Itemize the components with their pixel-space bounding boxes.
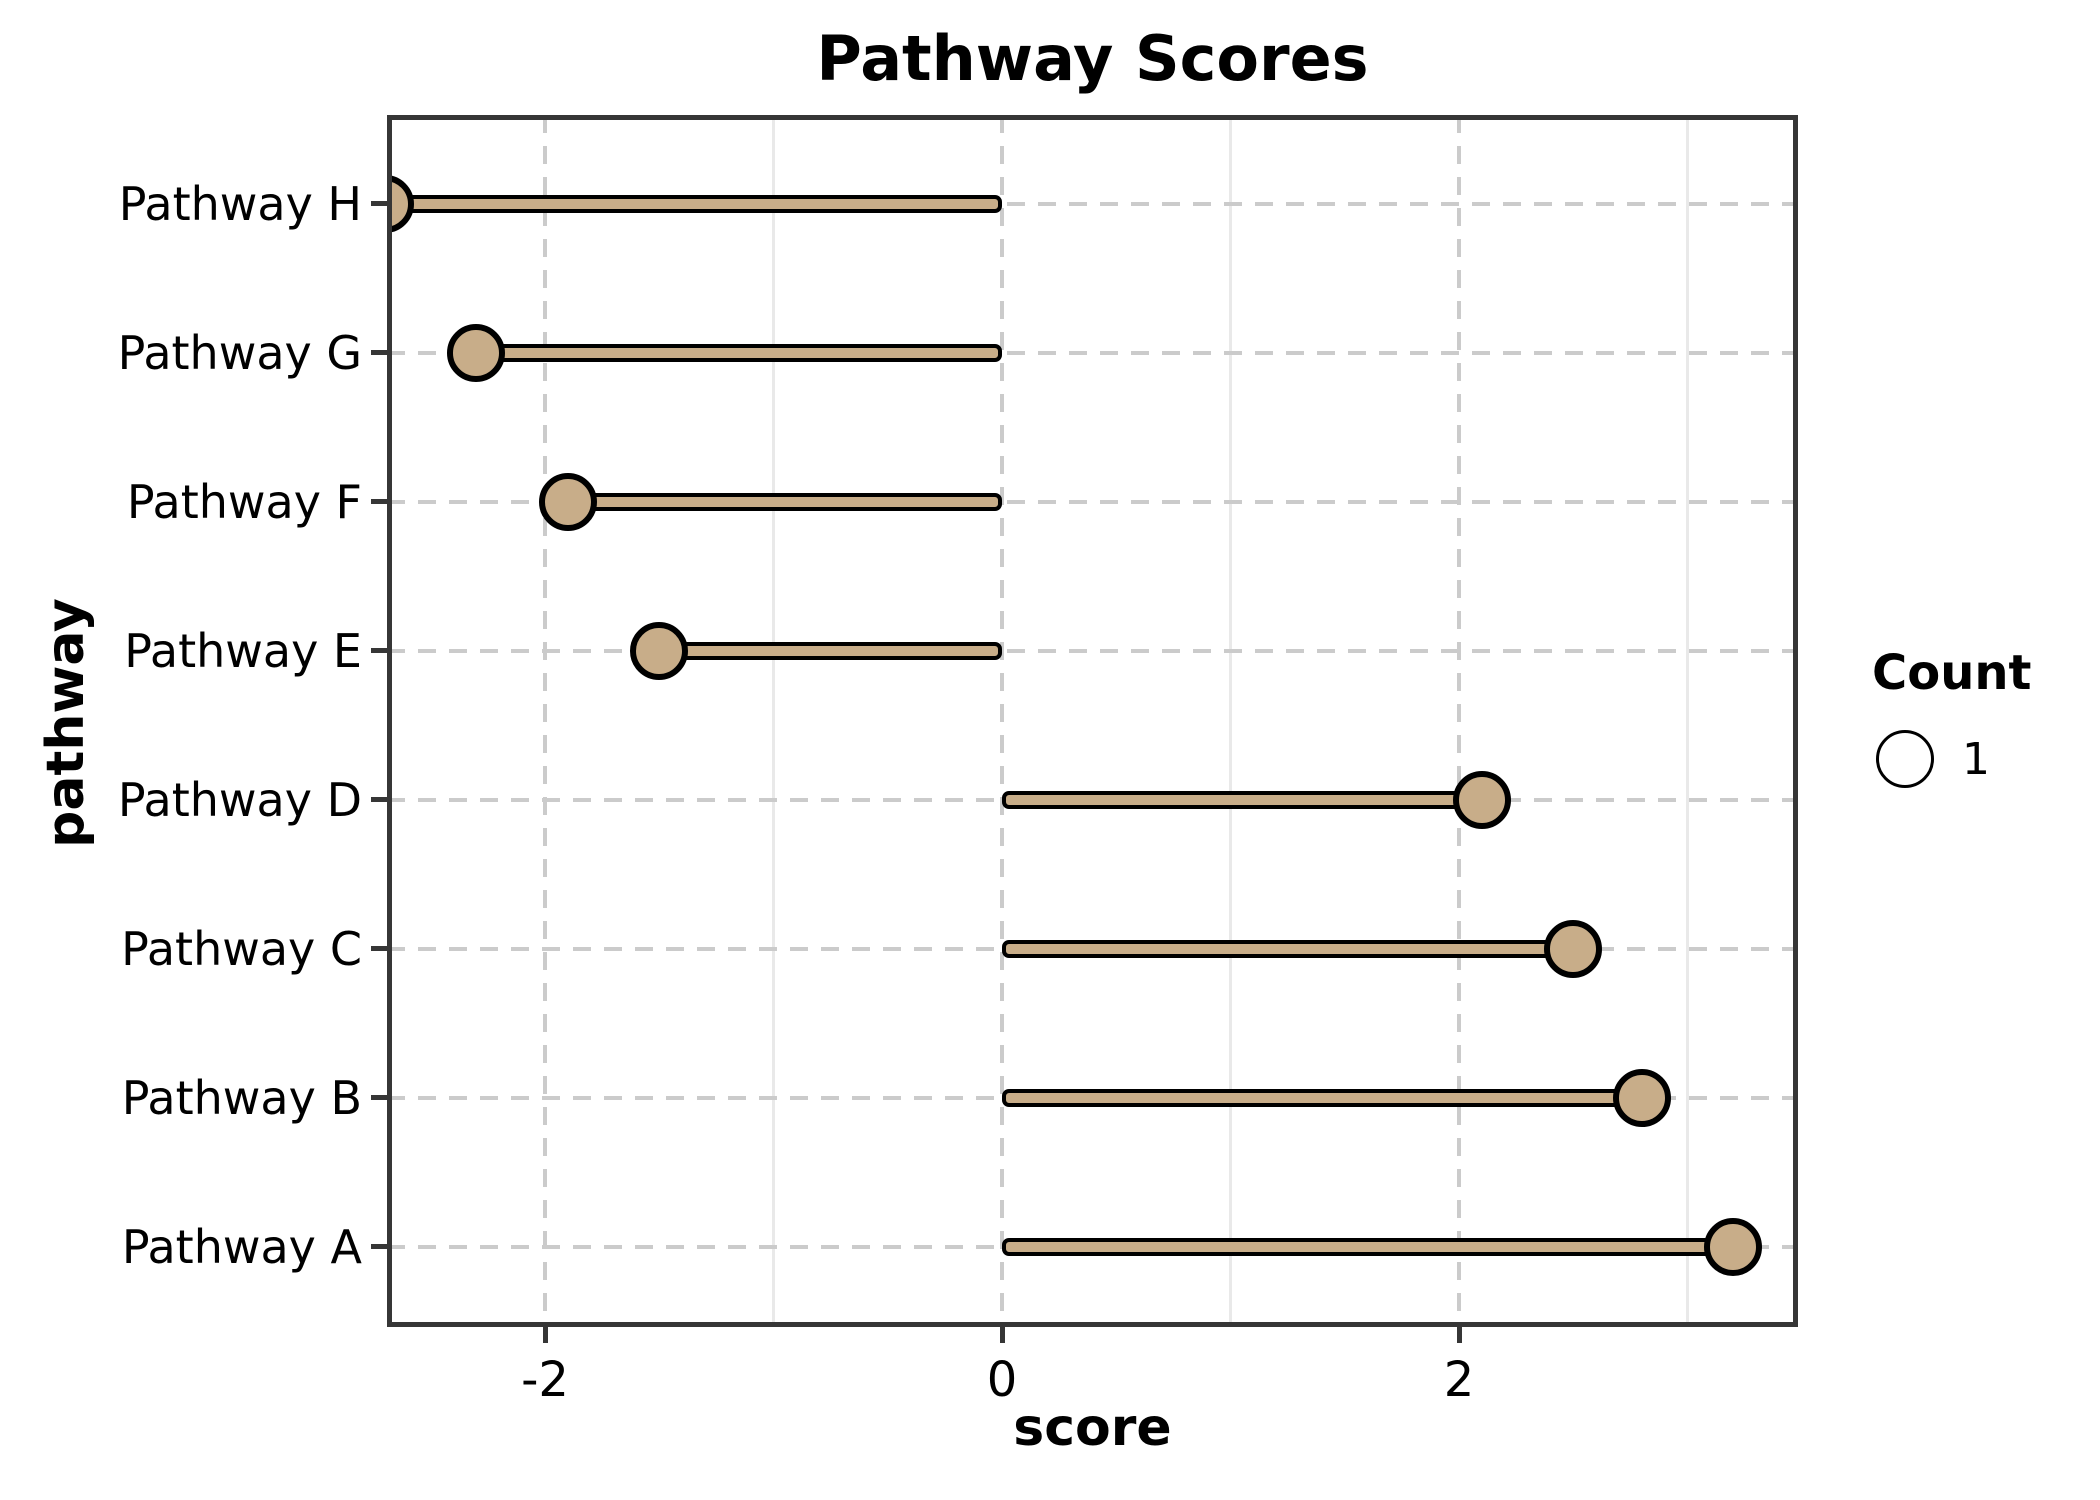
y-tick-label: Pathway B (121, 1070, 362, 1125)
y-tick-mark (371, 797, 387, 802)
y-tick-mark (371, 946, 387, 951)
lollipop-stem (1002, 1088, 1642, 1107)
lollipop-stem (387, 194, 1002, 213)
major-gridline (1457, 115, 1461, 1327)
y-tick-label: Pathway A (121, 1219, 362, 1274)
lollipop-stem (1002, 1237, 1734, 1256)
row-gridline (387, 499, 1798, 504)
row-gridline (387, 648, 1798, 653)
y-tick-label: Pathway D (117, 772, 362, 827)
y-tick-label: Pathway G (117, 325, 362, 380)
lollipop-point (1452, 770, 1511, 829)
x-tick-label: 2 (1443, 1352, 1475, 1408)
lollipop-stem (476, 343, 1002, 362)
x-tick-label: 0 (986, 1352, 1018, 1408)
lollipop-point (1704, 1217, 1763, 1276)
lollipop-stem (1002, 939, 1574, 958)
y-tick-mark (371, 201, 387, 206)
y-tick-mark (371, 648, 387, 653)
row-gridline (387, 201, 1798, 206)
lollipop-stem (567, 492, 1002, 511)
major-gridline (1000, 115, 1004, 1327)
lollipop-point (447, 323, 506, 382)
chart-title: Pathway Scores (816, 22, 1369, 95)
y-tick-mark (371, 350, 387, 355)
minor-gridline (772, 115, 775, 1327)
lollipop-point (538, 472, 597, 531)
lollipop-point (630, 621, 689, 680)
lollipop-point (1544, 919, 1603, 978)
lollipop-point (1612, 1068, 1671, 1127)
open-circle-icon (1876, 730, 1934, 788)
y-tick-label: Pathway H (118, 176, 362, 231)
lollipop-point (387, 174, 415, 233)
minor-gridline (1229, 115, 1232, 1327)
row-gridline (387, 350, 1798, 355)
x-tick-mark (1456, 1327, 1462, 1343)
x-tick-label: -2 (521, 1352, 569, 1408)
x-tick-mark (542, 1327, 548, 1343)
legend: Count 1 (1872, 645, 2032, 788)
y-tick-label: Pathway E (124, 623, 362, 678)
minor-gridline (1686, 115, 1689, 1327)
legend-item-label: 1 (1962, 733, 1990, 785)
y-tick-mark (371, 1095, 387, 1100)
lollipop-stem (659, 641, 1002, 660)
x-tick-mark (999, 1327, 1005, 1343)
y-tick-mark (371, 499, 387, 504)
y-tick-mark (371, 1244, 387, 1249)
y-tick-label: Pathway C (121, 921, 362, 976)
y-axis-label: pathway (36, 598, 96, 848)
x-axis-label: score (1013, 1398, 1172, 1458)
major-gridline (543, 115, 547, 1327)
y-tick-label: Pathway F (126, 474, 362, 529)
legend-title: Count (1872, 645, 2032, 701)
plot-area (387, 115, 1798, 1327)
lollipop-stem (1002, 790, 1482, 809)
legend-item: 1 (1876, 730, 1990, 788)
